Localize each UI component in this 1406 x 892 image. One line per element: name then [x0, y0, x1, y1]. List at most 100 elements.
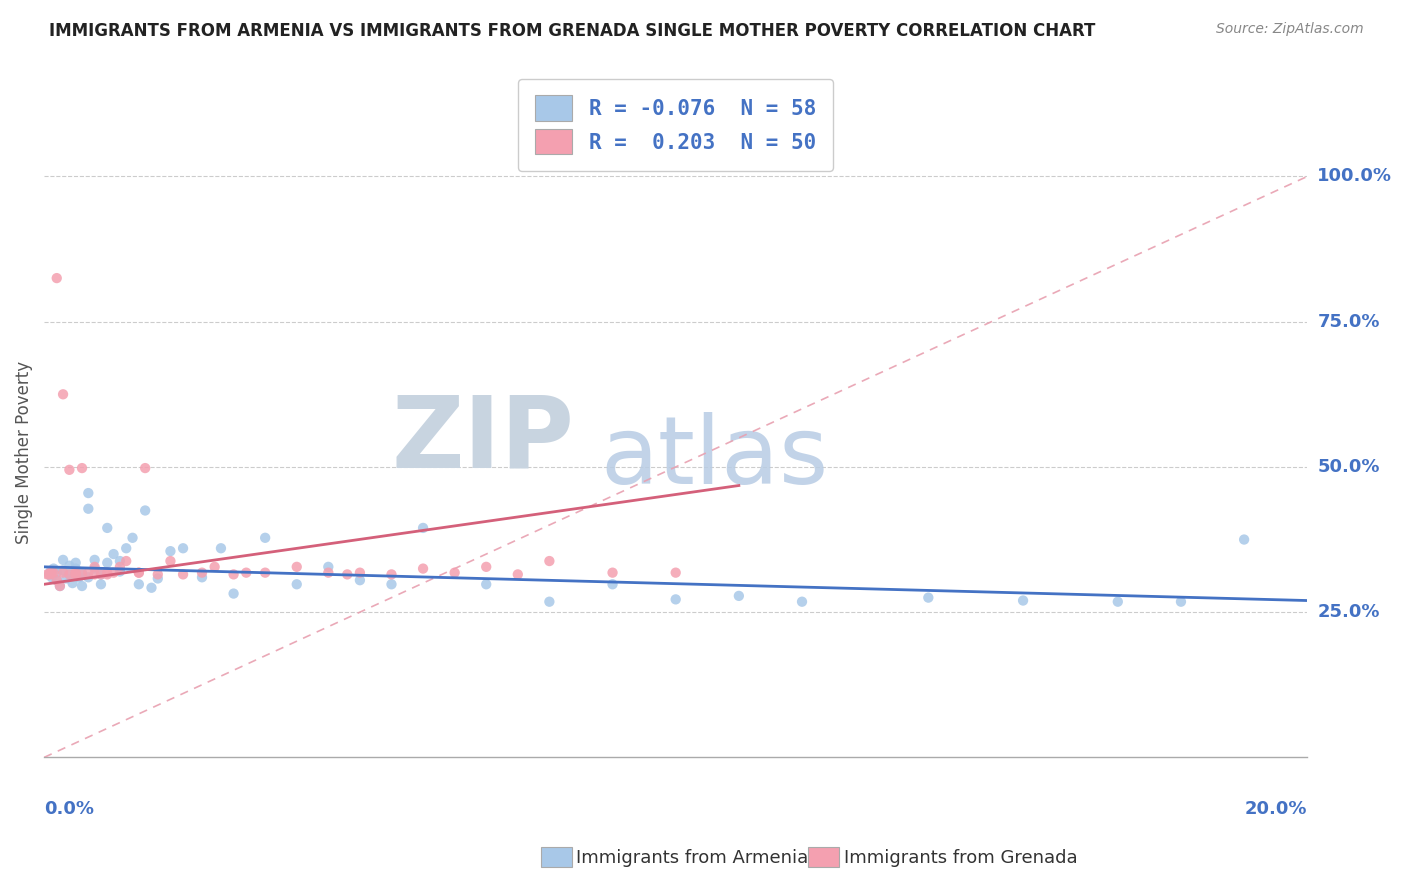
Point: [443, 566, 465, 580]
Text: 50.0%: 50.0%: [1317, 458, 1379, 476]
Point: [128, 566, 150, 580]
Point: [318, 566, 340, 580]
Point: [191, 566, 214, 580]
Text: Immigrants from Armenia: Immigrants from Armenia: [576, 849, 808, 867]
Point: [412, 521, 434, 535]
Y-axis label: Single Mother Poverty: Single Mother Poverty: [15, 361, 32, 544]
Point: [90, 567, 112, 582]
Point: [380, 567, 402, 582]
Point: [146, 572, 169, 586]
Point: [42, 566, 65, 580]
Point: [134, 461, 156, 475]
Point: [728, 589, 751, 603]
Point: [108, 565, 131, 579]
Point: [602, 577, 624, 591]
Point: [65, 561, 87, 575]
Point: [475, 559, 498, 574]
Point: [172, 541, 194, 556]
Point: [103, 547, 125, 561]
Point: [103, 566, 125, 580]
Point: [38, 567, 60, 582]
Point: [39, 565, 62, 579]
Point: [285, 559, 308, 574]
Point: [790, 595, 813, 609]
Point: [45, 566, 67, 580]
Point: [108, 554, 131, 568]
Point: [204, 559, 226, 574]
Point: [380, 577, 402, 591]
Point: [538, 595, 561, 609]
Point: [77, 501, 100, 516]
Text: atlas: atlas: [600, 412, 828, 505]
Point: [65, 566, 87, 580]
Point: [222, 567, 245, 582]
Point: [1170, 595, 1192, 609]
Point: [70, 579, 93, 593]
Point: [58, 463, 80, 477]
Point: [96, 566, 118, 580]
Point: [70, 567, 93, 582]
Point: [96, 556, 118, 570]
Point: [83, 559, 105, 574]
Point: [41, 570, 63, 584]
Point: [55, 572, 77, 586]
Text: 100.0%: 100.0%: [1317, 168, 1392, 186]
Point: [235, 566, 257, 580]
Text: Immigrants from Grenada: Immigrants from Grenada: [844, 849, 1077, 867]
Point: [146, 567, 169, 582]
Point: [172, 567, 194, 582]
Point: [349, 573, 371, 587]
Point: [77, 570, 100, 584]
Point: [222, 586, 245, 600]
Point: [115, 541, 138, 556]
Point: [58, 567, 80, 582]
Point: [159, 544, 181, 558]
Point: [77, 486, 100, 500]
Point: [83, 567, 105, 582]
Point: [37, 567, 59, 582]
Point: [42, 561, 65, 575]
Point: [318, 559, 340, 574]
Point: [108, 559, 131, 574]
Point: [39, 567, 62, 582]
Point: [58, 567, 80, 582]
Point: [121, 531, 143, 545]
Point: [475, 577, 498, 591]
Text: 0.0%: 0.0%: [44, 800, 94, 818]
Point: [65, 556, 87, 570]
Point: [349, 566, 371, 580]
Point: [90, 567, 112, 582]
Point: [128, 566, 150, 580]
Text: Source: ZipAtlas.com: Source: ZipAtlas.com: [1216, 22, 1364, 37]
Point: [77, 566, 100, 580]
Point: [1012, 593, 1035, 607]
Point: [70, 566, 93, 580]
Point: [41, 566, 63, 580]
Point: [134, 503, 156, 517]
Text: 20.0%: 20.0%: [1244, 800, 1308, 818]
Point: [45, 573, 67, 587]
Point: [83, 553, 105, 567]
Point: [90, 577, 112, 591]
Point: [70, 461, 93, 475]
Point: [52, 387, 75, 401]
Point: [128, 577, 150, 591]
Point: [52, 566, 75, 580]
Text: 25.0%: 25.0%: [1317, 603, 1379, 621]
Point: [538, 554, 561, 568]
Point: [62, 576, 84, 591]
Point: [49, 579, 72, 593]
Text: 75.0%: 75.0%: [1317, 313, 1379, 331]
Point: [52, 553, 75, 567]
Point: [191, 570, 214, 584]
Point: [412, 561, 434, 575]
Point: [38, 567, 60, 582]
Point: [141, 581, 163, 595]
Point: [67, 570, 90, 584]
Point: [602, 566, 624, 580]
Point: [83, 561, 105, 575]
Point: [917, 591, 939, 605]
Point: [96, 567, 118, 582]
Point: [665, 592, 688, 607]
Legend: R = -0.076  N = 58, R =  0.203  N = 50: R = -0.076 N = 58, R = 0.203 N = 50: [519, 78, 834, 171]
